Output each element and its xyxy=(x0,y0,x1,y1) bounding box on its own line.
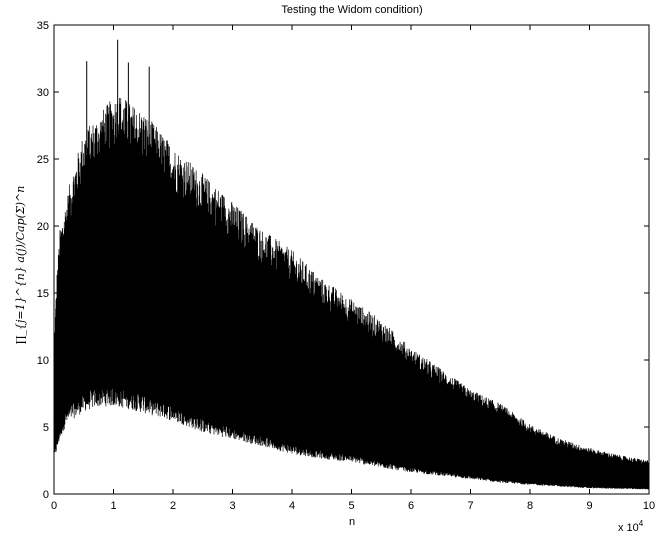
x-tick-label: 4 xyxy=(289,500,295,512)
y-axis-label: ∏_{j=1}^{n} a(j)/Cap(Σ)^n xyxy=(14,186,27,345)
y-tick-label: 10 xyxy=(37,355,49,367)
x-tick-label: 3 xyxy=(229,500,235,512)
y-tick-label: 25 xyxy=(37,154,49,166)
x-tick-label: 9 xyxy=(586,500,592,512)
x-tick-label: 0 xyxy=(51,500,57,512)
x-tick-label: 5 xyxy=(348,500,354,512)
x-axis-multiplier: x 104 xyxy=(618,519,644,534)
plot-area: 0 1 2 3 4 5 6 7 8 9 10 0 5 10 15 20 25 30 35 xyxy=(37,20,655,512)
x-axis-label: n xyxy=(349,516,355,528)
x-axis-multiplier-exponent: 4 xyxy=(639,519,644,528)
y-tick-label: 30 xyxy=(37,87,49,99)
x-tick-label: 2 xyxy=(170,500,176,512)
series-core-fill xyxy=(54,146,649,488)
data-layer xyxy=(53,39,650,490)
y-tick-label: 5 xyxy=(43,422,49,434)
x-tick-label: 1 xyxy=(110,500,116,512)
y-tick-label: 15 xyxy=(37,288,49,300)
x-axis-multiplier-base: x 10 xyxy=(618,522,639,534)
x-tick-label: 7 xyxy=(467,500,473,512)
y-axis: 0 5 10 15 20 25 30 35 xyxy=(37,20,649,501)
x-tick-label: 8 xyxy=(527,500,533,512)
y-tick-label: 20 xyxy=(37,221,49,233)
x-tick-label: 6 xyxy=(408,500,414,512)
x-tick-label: 10 xyxy=(643,500,655,512)
x-axis: 0 1 2 3 4 5 6 7 8 9 10 xyxy=(51,25,655,512)
y-tick-label: 0 xyxy=(43,489,49,501)
chart-title: Testing the Widom condition) xyxy=(281,4,422,16)
y-tick-label: 35 xyxy=(37,20,49,32)
